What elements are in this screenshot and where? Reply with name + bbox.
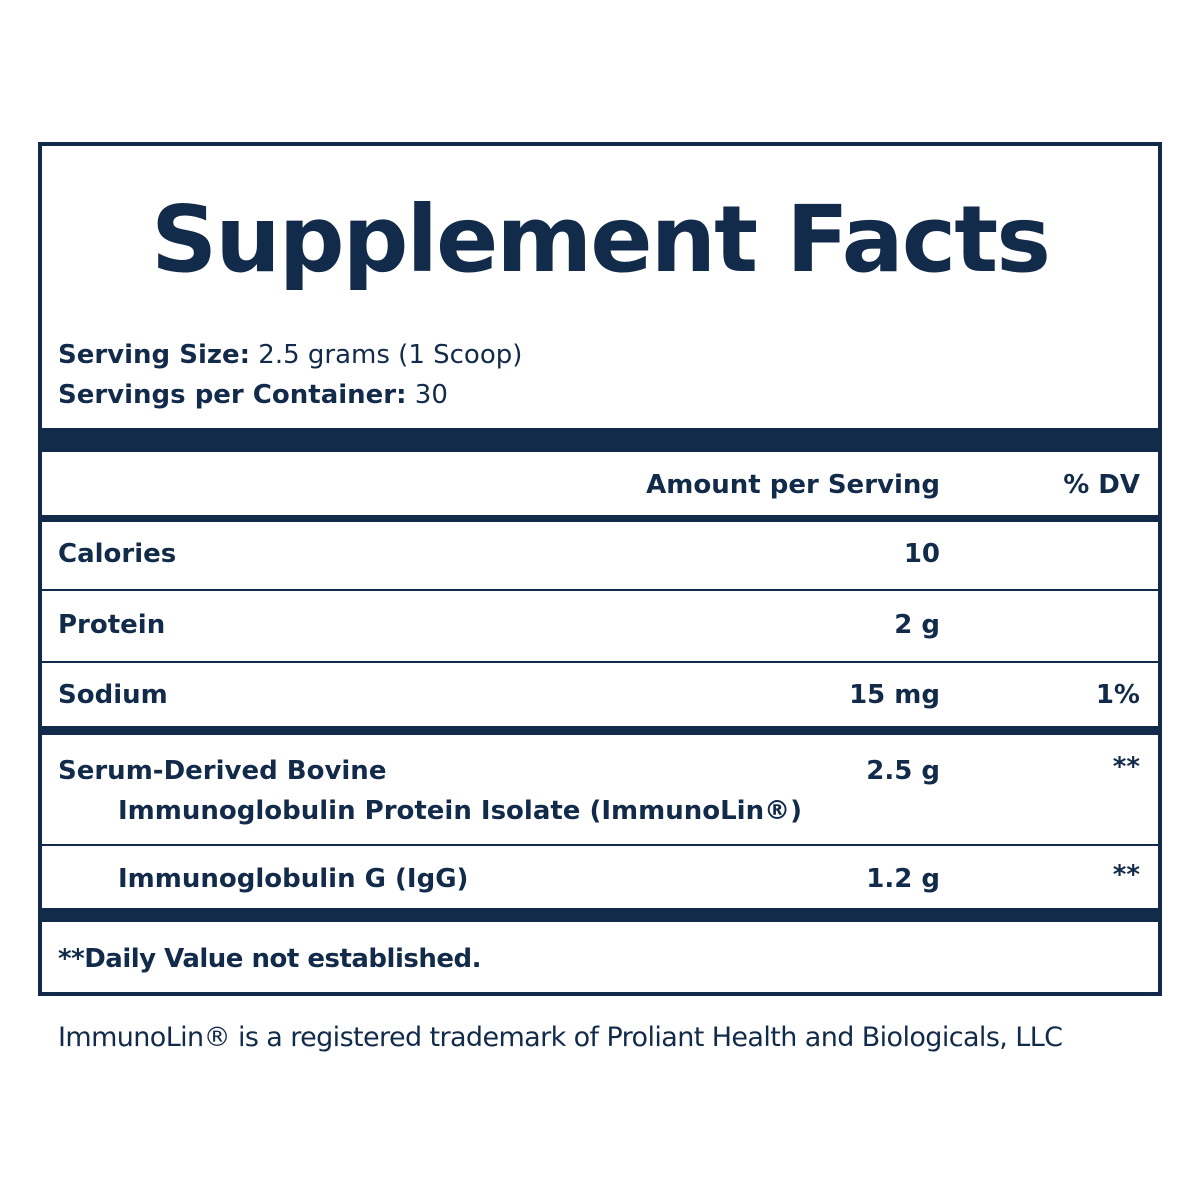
header-amount: Amount per Serving [646,470,940,500]
thick-rule [38,428,1162,452]
nutrient-name: Calories [58,539,177,569]
nutrient-name: Serum-Derived Bovine [58,756,387,786]
dv: ** [1112,860,1140,890]
servings-per-container: Servings per Container: 30 [58,380,448,410]
serving-size: Serving Size: 2.5 grams (1 Scoop) [58,340,522,370]
amount: 1.2 g [866,864,940,894]
value: 30 [414,380,448,410]
label: Serving Size: [58,340,251,370]
label-frame [38,142,1162,996]
nutrient-subname: Immunoglobulin Protein Isolate (ImmunoLi… [118,796,802,826]
header-dv: % DV [1063,470,1140,500]
nutrient-name: Sodium [58,680,168,710]
title: Supplement Facts [151,186,1051,293]
trademark-note: ImmunoLin® is a registered trademark of … [58,1022,1063,1053]
nutrient-subname: Immunoglobulin G (IgG) [118,864,469,894]
row-rule [40,661,1160,663]
amount: 2 g [894,610,940,640]
dv: 1% [1095,680,1140,710]
nutrient-name: Protein [58,610,166,640]
amount: 2.5 g [866,756,940,786]
row-rule [40,844,1160,846]
dv: ** [1112,752,1140,782]
thick-rule [38,908,1162,922]
row-rule [40,589,1160,591]
label: Servings per Container: [58,380,407,410]
thick-rule [38,515,1162,522]
value: 2.5 grams (1 Scoop) [258,340,523,370]
amount: 15 mg [849,680,940,710]
thick-rule [38,726,1162,735]
footnote: **Daily Value not established. [58,944,481,974]
amount: 10 [903,539,940,569]
